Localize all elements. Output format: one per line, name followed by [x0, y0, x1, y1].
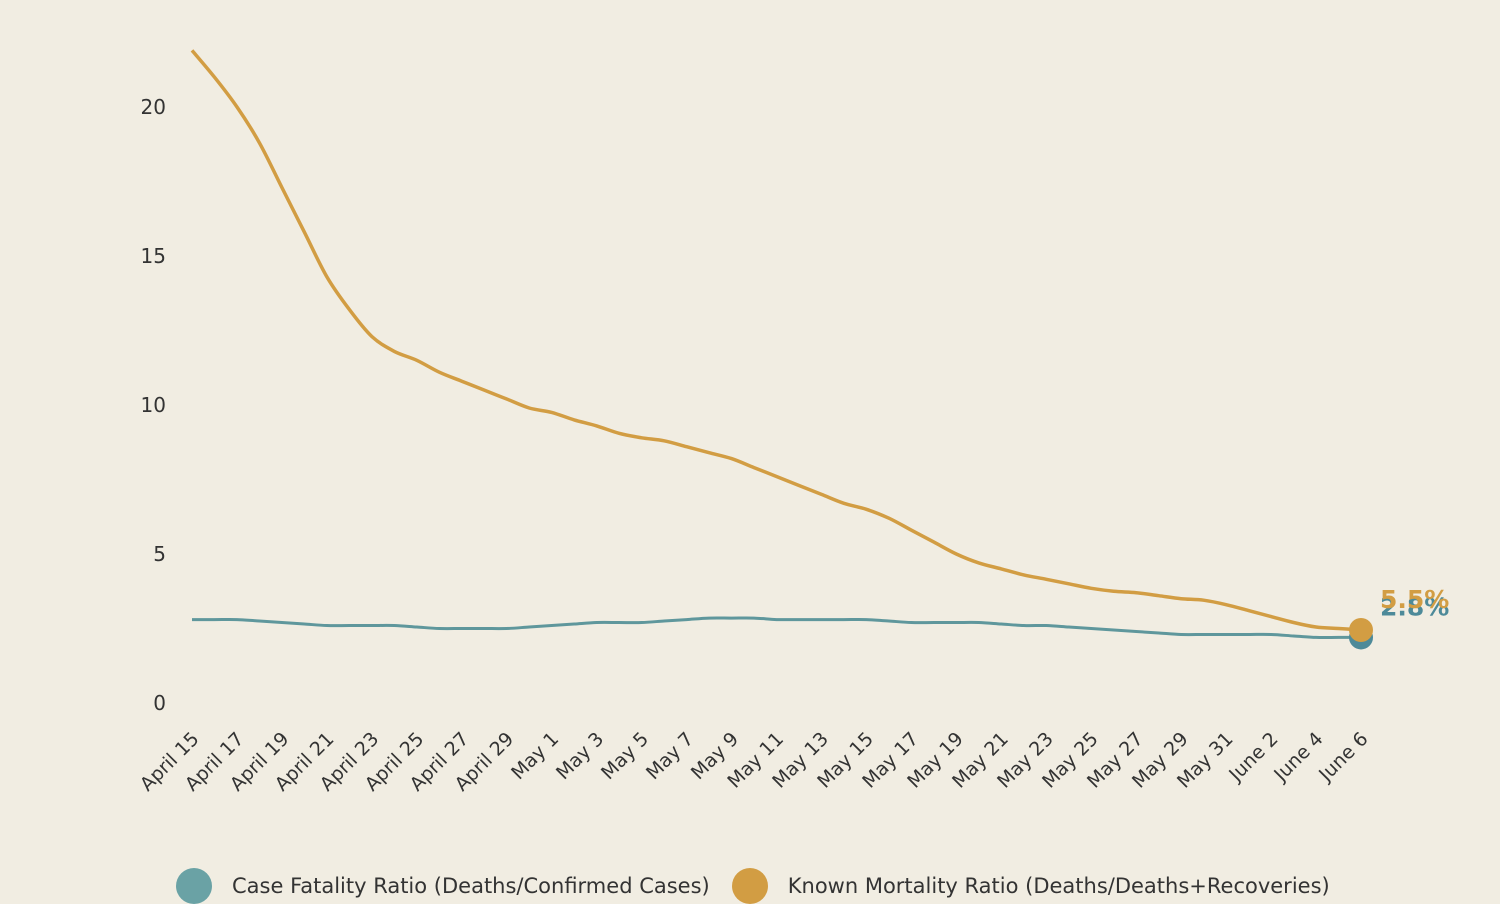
legend-label-case-fatality: Case Fatality Ratio (Deaths/Confirmed Ca… — [232, 874, 710, 898]
x-tick-label: May 1 — [507, 728, 563, 784]
series-layer — [190, 49, 1373, 650]
y-tick-label: 15 — [141, 244, 166, 268]
y-tick-label: 10 — [141, 393, 166, 417]
x-tick-label: May 5 — [597, 728, 653, 784]
legend-label-known-mortality: Known Mortality Ratio (Deaths/Deaths+Rec… — [787, 874, 1330, 898]
x-tick-label: June 6 — [1314, 728, 1372, 786]
series-line-case-fatality — [192, 616, 1361, 640]
x-tick-label: May 7 — [642, 728, 698, 784]
legend-item-known-mortality[interactable]: Known Mortality Ratio (Deaths/Deaths+Rec… — [731, 868, 1330, 904]
x-tick-label: May 3 — [552, 728, 608, 784]
y-tick-label: 0 — [153, 691, 166, 715]
y-tick-label: 5 — [153, 542, 166, 566]
legend-item-case-fatality[interactable]: Case Fatality Ratio (Deaths/Confirmed Ca… — [176, 868, 710, 904]
end-marker-known-mortality — [1349, 617, 1373, 642]
y-tick-label: 20 — [141, 95, 166, 119]
end-value-label-case-fatality: 2.8% — [1380, 592, 1449, 621]
x-tick-label: June 2 — [1224, 728, 1282, 786]
end-value-label-known-mortality: 5.5% — [1380, 585, 1449, 614]
legend-swatch-known-mortality — [731, 868, 768, 904]
series-line-known-mortality — [190, 49, 1362, 632]
x-tick-label: June 4 — [1269, 728, 1327, 786]
legend: Case Fatality Ratio (Deaths/Confirmed Ca… — [176, 868, 1352, 904]
end-label-layer: 2.8%5.5% — [1380, 585, 1449, 621]
y-axis: 0 5 10 15 20 — [141, 95, 166, 715]
legend-swatch-case-fatality — [176, 868, 212, 904]
